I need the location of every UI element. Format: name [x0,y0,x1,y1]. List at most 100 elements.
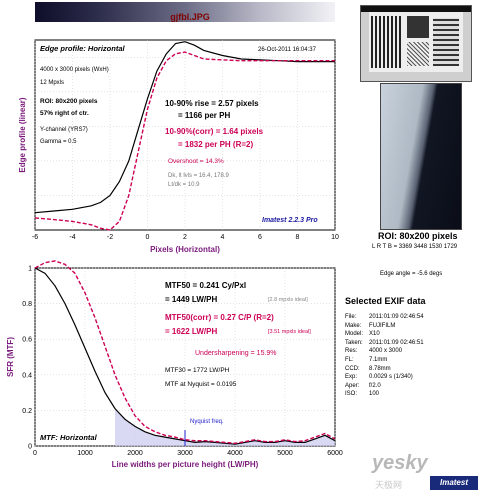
roi-edge-image [380,83,462,230]
y-tick-label: 0.2 [22,408,32,415]
exif-value: 7.1mm [369,357,388,363]
watermark-subtitle: 天极网 [375,480,403,490]
exif-row: FL: 7.1mm [345,357,387,363]
roi-title: ROI: 80x200 pixels [378,231,458,241]
exif-value: X10 [369,331,380,338]
edge-profile-chart: -6 -4 -2 0 2 4 6 8 10 Edge profile: Horizontal 2… [18,39,339,254]
exif-value: 0.0029 s (1/340) [369,374,413,381]
exif-key: Taken: [345,339,363,346]
x-tick-label: 4000 [227,450,243,457]
mtf-nyquist: MTF at Nyquist = 0.0195 [165,381,237,388]
x-tick-label: 0 [33,450,37,457]
mtf-mtf50-corr-lw: = 1622 LW/PH [165,327,217,336]
edge-channel: Y-channel (YRS7) [40,127,88,133]
exif-key: CCD: [345,365,360,372]
exif-value: f/2.0 [369,382,381,389]
exif-value: 100 [369,391,380,398]
exif-key: Res: [345,348,358,355]
x-tick-label: -6 [32,234,38,241]
x-tick-label: 6 [258,234,262,241]
exif-value: FUJIFILM [369,322,396,329]
exif-row: Taken: 2011:01:09 02:46:51 [345,340,424,346]
edge-lt-dk: Lt/dk = 10.9 [168,182,200,188]
edge-overshoot: Overshoot = 14.3% [168,158,224,165]
edge-plot-frame [34,39,336,231]
mtf-ideal1: [2.8 mpxls ideal] [268,297,308,303]
edge-ylabel: Edge profile (linear) [18,97,27,172]
mtf-area [115,408,335,446]
edge-gamma: Gamma = 0.5 [40,139,77,145]
exif-key: ISO: [345,391,358,398]
edge-corr-line1: 10-90%(corr) = 1.64 pixels [165,127,264,136]
edge-grid [34,40,336,230]
imatest-logo: Imatest [430,476,478,490]
exif-row: Exp: 0.0029 s (1/340) [345,374,413,380]
edge-tick-labels: -6 -4 -2 0 2 4 6 8 10 [32,234,339,241]
edge-mpxls: 12 Mpxls [40,80,64,86]
x-tick-label: 8 [296,234,300,241]
exif-value: 2011:01:09 02:46:51 [369,339,424,346]
exif-row: Aper: f/2.0 [345,383,381,389]
y-tick-label: 0.4 [22,372,32,379]
edge-angle: Edge angle = -5.6 degs [380,271,443,277]
mtf-tick-labels: 0 1000 2000 3000 4000 5000 6000 0 0.2 0.4 0.6 0.8 1 [22,266,343,458]
edge-dk-lt: Dk, lt lvls = 16.4, 178.9 [168,173,230,179]
x-tick-label: -2 [107,234,113,241]
x-tick-label: 2 [183,234,187,241]
edge-pixels: 4000 x 3000 pixels (WxH) [40,67,109,73]
exif-value: 2011:01:09 02:46:54 [369,314,424,320]
y-tick-label: 0.8 [22,301,32,308]
x-tick-label: 6000 [327,450,343,457]
edge-rise-line2: = 1166 per PH [178,111,230,120]
exif-row: Res: 4000 x 3000 [345,348,402,354]
exif-row: Make: FUJIFILM [345,323,395,329]
mtf-mtf50: MTF50 = 0.241 Cy/Pxl [165,281,246,290]
edge-position: 57% right of ctr. [40,110,89,117]
nyquist-label: Nyquist freq. [190,419,224,425]
corrected-series-line [34,260,336,445]
y-tick-label: 1 [28,266,32,273]
mtf-chart-title: MTF: Horizontal [40,433,98,442]
x-tick-label: 0 [146,234,150,241]
exif-value: 4000 x 3000 [369,348,403,355]
y-tick-label: 0 [28,444,32,451]
edge-date: 26-Oct-2011 16:04:37 [258,47,317,53]
watermark-logo: yesky [372,452,428,474]
mtf-chart: 0 1000 2000 3000 4000 5000 600000.20.40.60.81 … [6,260,343,469]
mtf-mtf50-lw: = 1449 LW/PH [165,295,217,304]
x-tick-label: 1000 [77,450,93,457]
x-tick-label: 2000 [127,450,143,457]
exif-key: File: [345,314,357,320]
file-title: gjfbl.JPG [170,12,210,22]
exif-key: Aper: [345,382,360,389]
mtf-area-fill [115,408,335,446]
x-tick-label: 5000 [277,450,293,457]
corrected-series-line [34,51,335,231]
mtf-mtf50-corr: MTF50(corr) = 0.27 C/P (R=2) [165,313,274,322]
x-tick-label: 10 [331,234,339,241]
exif-row: Model: X10 [345,331,380,337]
exif-key: FL: [345,357,354,363]
mtf-undersharp: Undersharpening = 15.9% [195,350,277,357]
exif-row: ISO: 100 [345,391,379,397]
edge-rise-line1: 10-90% rise = 2.57 pixels [165,99,259,108]
x-tick-label: 4 [221,234,225,241]
x-tick-label: 3000 [177,450,193,457]
edge-version: Imatest 2.2.3 Pro [262,217,318,224]
x-tick-label: -4 [69,234,75,241]
test-chart-thumbnail [360,5,472,82]
roi-coords: L R T B = 3369 3448 1530 1729 [372,244,458,250]
exif-row: File: 2011:01:09 02:46:54 [345,314,424,320]
mtf-mtf30: MTF30 = 1772 LW/PH [165,367,230,374]
exif-value: 8.78mm [369,365,391,372]
edge-corr-line2: = 1832 per PH (R=2) [178,140,253,149]
y-tick-label: 0.6 [22,337,32,344]
edge-roi: ROI: 80x200 pixels [40,98,98,105]
edge-series-group [34,41,335,231]
exif-title: Selected EXIF data [345,296,426,306]
edge-xlabel: Pixels (Horizontal) [150,245,220,254]
mtf-ideal2: [3.51 mpxls ideal] [268,329,311,335]
exif-key: Exp: [345,374,358,381]
exif-key: Make: [345,322,362,329]
